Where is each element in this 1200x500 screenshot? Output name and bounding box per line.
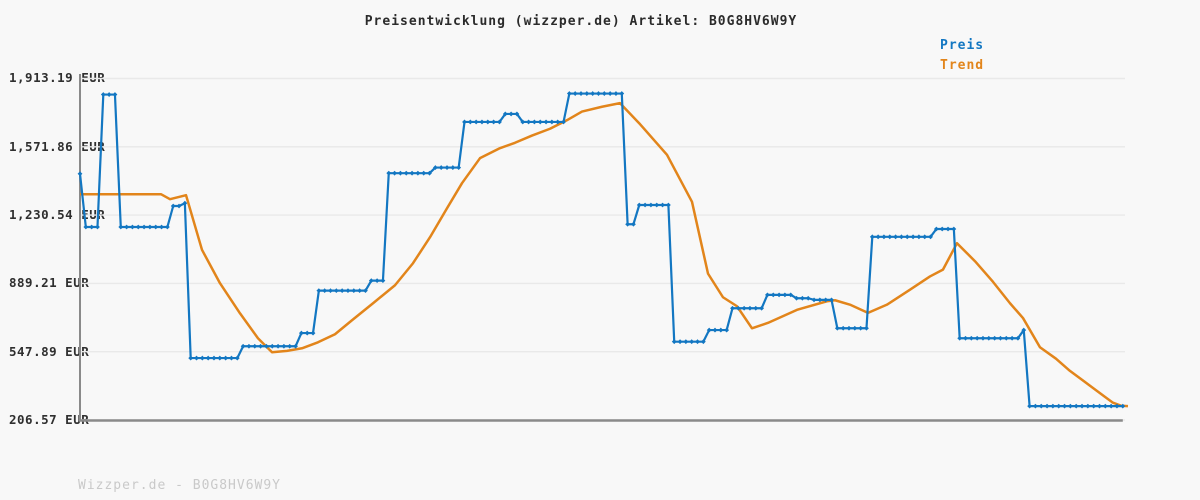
legend-item-trend: Trend xyxy=(940,58,985,73)
y-axis-label: 206.57 EUR xyxy=(9,412,90,427)
y-axis-label: 889.21 EUR xyxy=(9,275,90,290)
chart-title: Preisentwicklung (wizzper.de) Artikel: B… xyxy=(364,14,798,29)
y-axis-label: 547.89 EUR xyxy=(9,344,90,359)
watermark: Wizzper.de - B0G8HV6W9Y xyxy=(78,478,282,493)
y-axis-label: 1,913.19 EUR xyxy=(9,70,106,85)
chart-legend: Preis Trend xyxy=(940,39,984,79)
legend-item-preis: Preis xyxy=(940,38,985,53)
